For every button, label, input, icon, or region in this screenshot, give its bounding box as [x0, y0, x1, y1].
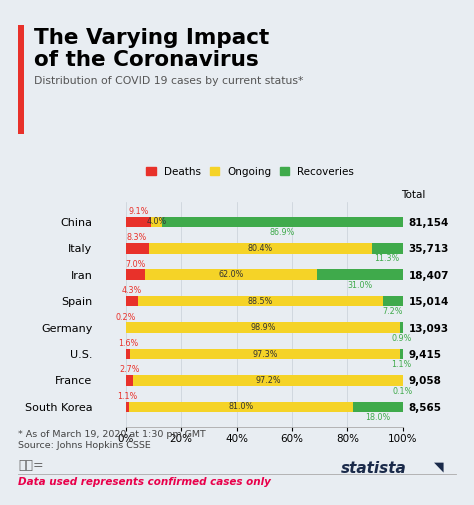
Text: 31.0%: 31.0%: [347, 281, 373, 290]
Text: 0.1%: 0.1%: [392, 386, 413, 395]
Text: 4.0%: 4.0%: [146, 217, 166, 226]
Text: statista: statista: [341, 461, 407, 476]
Text: 1.1%: 1.1%: [117, 392, 137, 401]
Bar: [372, 243, 403, 254]
Text: 88.5%: 88.5%: [247, 296, 273, 306]
Text: 8.3%: 8.3%: [127, 233, 147, 242]
Text: 86.9%: 86.9%: [270, 228, 295, 237]
Text: 98.9%: 98.9%: [251, 323, 276, 332]
Text: The Varying Impact: The Varying Impact: [34, 28, 269, 48]
Bar: [126, 296, 137, 307]
Text: 18.0%: 18.0%: [365, 413, 391, 422]
Text: 97.2%: 97.2%: [255, 376, 281, 385]
Text: ◥: ◥: [434, 461, 443, 474]
Text: Source: Johns Hopkins CSSE: Source: Johns Hopkins CSSE: [18, 441, 151, 450]
Bar: [383, 296, 403, 307]
Text: 1.6%: 1.6%: [118, 339, 138, 348]
Bar: [126, 243, 149, 254]
Text: 62.0%: 62.0%: [219, 270, 244, 279]
Text: 1.1%: 1.1%: [391, 360, 411, 369]
Bar: [128, 401, 353, 412]
Text: 0.9%: 0.9%: [392, 334, 412, 343]
Text: Distribution of COVID 19 cases by current status*: Distribution of COVID 19 cases by curren…: [34, 76, 303, 86]
Bar: [126, 349, 130, 360]
Text: Data used represents confirmed cases only: Data used represents confirmed cases onl…: [18, 477, 271, 487]
Text: Total: Total: [401, 190, 426, 200]
Bar: [133, 375, 402, 386]
Bar: [151, 217, 162, 227]
Text: * As of March 19, 2020 at 1:30 pm GMT: * As of March 19, 2020 at 1:30 pm GMT: [18, 430, 206, 439]
Bar: [126, 322, 401, 333]
Bar: [126, 375, 133, 386]
Bar: [353, 401, 403, 412]
Text: 4.3%: 4.3%: [121, 286, 142, 295]
Text: 11.3%: 11.3%: [374, 255, 400, 263]
Text: 97.3%: 97.3%: [252, 349, 278, 359]
Text: Ⓒⓘ=: Ⓒⓘ=: [18, 459, 44, 472]
Text: 0.2%: 0.2%: [116, 313, 136, 322]
Bar: [401, 322, 403, 333]
Bar: [126, 401, 128, 412]
Bar: [400, 349, 403, 360]
Legend: Deaths, Ongoing, Recoveries: Deaths, Ongoing, Recoveries: [146, 167, 354, 177]
Text: 81.0%: 81.0%: [228, 402, 254, 412]
Bar: [149, 243, 372, 254]
Bar: [145, 269, 317, 280]
Text: 7.2%: 7.2%: [383, 307, 403, 316]
Bar: [126, 217, 151, 227]
Text: 80.4%: 80.4%: [247, 244, 273, 253]
Text: of the Coronavirus: of the Coronavirus: [34, 50, 259, 71]
Bar: [137, 296, 383, 307]
Bar: [126, 269, 145, 280]
Text: 9.1%: 9.1%: [128, 207, 148, 216]
Bar: [130, 349, 400, 360]
Bar: [162, 217, 403, 227]
Text: 7.0%: 7.0%: [125, 260, 146, 269]
Bar: [317, 269, 403, 280]
Text: 2.7%: 2.7%: [119, 366, 140, 374]
